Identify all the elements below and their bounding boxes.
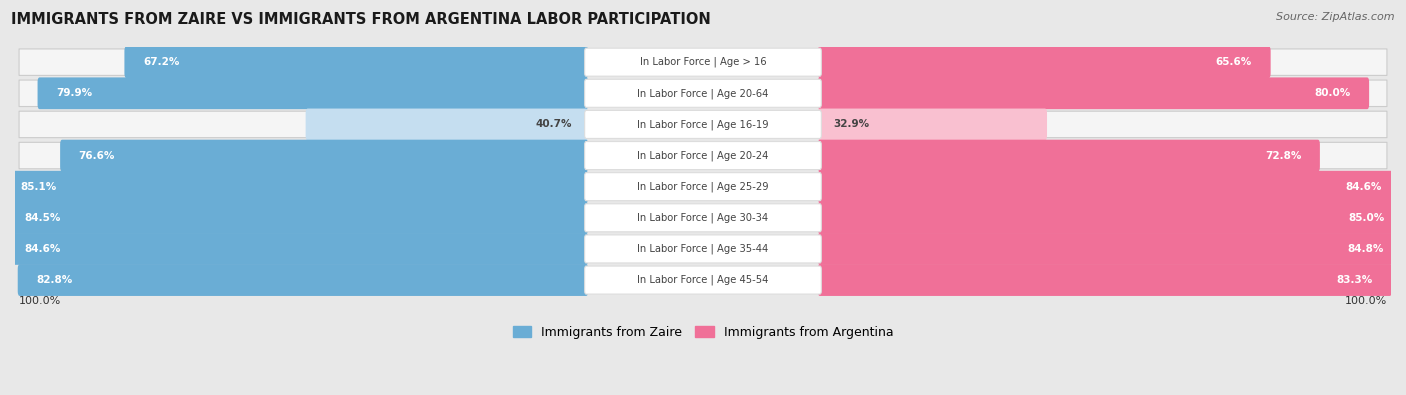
Text: 65.6%: 65.6% bbox=[1216, 57, 1253, 67]
FancyBboxPatch shape bbox=[585, 141, 821, 169]
Text: In Labor Force | Age 25-29: In Labor Force | Age 25-29 bbox=[637, 181, 769, 192]
FancyBboxPatch shape bbox=[818, 46, 1271, 78]
Text: 84.5%: 84.5% bbox=[25, 213, 60, 223]
Text: 80.0%: 80.0% bbox=[1315, 88, 1351, 98]
FancyBboxPatch shape bbox=[818, 109, 1047, 140]
FancyBboxPatch shape bbox=[818, 171, 1400, 203]
Text: In Labor Force | Age 35-44: In Labor Force | Age 35-44 bbox=[637, 244, 769, 254]
Text: 40.7%: 40.7% bbox=[536, 119, 572, 130]
Text: In Labor Force | Age 16-19: In Labor Force | Age 16-19 bbox=[637, 119, 769, 130]
Text: 84.8%: 84.8% bbox=[1347, 244, 1384, 254]
FancyBboxPatch shape bbox=[818, 202, 1403, 234]
Text: 84.6%: 84.6% bbox=[1346, 182, 1382, 192]
FancyBboxPatch shape bbox=[585, 79, 821, 107]
FancyBboxPatch shape bbox=[124, 46, 588, 78]
FancyBboxPatch shape bbox=[20, 173, 1386, 200]
Text: 83.3%: 83.3% bbox=[1337, 275, 1374, 285]
FancyBboxPatch shape bbox=[585, 48, 821, 76]
FancyBboxPatch shape bbox=[585, 235, 821, 263]
Text: 84.6%: 84.6% bbox=[24, 244, 60, 254]
Text: In Labor Force | Age > 16: In Labor Force | Age > 16 bbox=[640, 57, 766, 68]
Text: 76.6%: 76.6% bbox=[79, 150, 115, 160]
FancyBboxPatch shape bbox=[585, 266, 821, 294]
FancyBboxPatch shape bbox=[6, 202, 588, 234]
FancyBboxPatch shape bbox=[818, 264, 1392, 296]
FancyBboxPatch shape bbox=[6, 233, 588, 265]
FancyBboxPatch shape bbox=[585, 111, 821, 138]
Text: 72.8%: 72.8% bbox=[1265, 150, 1302, 160]
FancyBboxPatch shape bbox=[20, 267, 1386, 293]
FancyBboxPatch shape bbox=[18, 264, 588, 296]
Text: 85.1%: 85.1% bbox=[21, 182, 56, 192]
Text: 100.0%: 100.0% bbox=[20, 295, 62, 306]
Text: 100.0%: 100.0% bbox=[1344, 295, 1386, 306]
FancyBboxPatch shape bbox=[585, 204, 821, 232]
Text: Source: ZipAtlas.com: Source: ZipAtlas.com bbox=[1277, 12, 1395, 22]
FancyBboxPatch shape bbox=[20, 236, 1386, 262]
Text: 67.2%: 67.2% bbox=[143, 57, 180, 67]
FancyBboxPatch shape bbox=[1, 171, 588, 203]
Text: In Labor Force | Age 20-24: In Labor Force | Age 20-24 bbox=[637, 150, 769, 161]
FancyBboxPatch shape bbox=[818, 77, 1369, 109]
FancyBboxPatch shape bbox=[585, 173, 821, 201]
FancyBboxPatch shape bbox=[20, 205, 1386, 231]
FancyBboxPatch shape bbox=[60, 140, 588, 171]
Text: In Labor Force | Age 30-34: In Labor Force | Age 30-34 bbox=[637, 213, 769, 223]
Text: 85.0%: 85.0% bbox=[1348, 213, 1385, 223]
FancyBboxPatch shape bbox=[818, 140, 1320, 171]
FancyBboxPatch shape bbox=[20, 111, 1386, 137]
Text: 32.9%: 32.9% bbox=[834, 119, 870, 130]
FancyBboxPatch shape bbox=[818, 233, 1402, 265]
Text: IMMIGRANTS FROM ZAIRE VS IMMIGRANTS FROM ARGENTINA LABOR PARTICIPATION: IMMIGRANTS FROM ZAIRE VS IMMIGRANTS FROM… bbox=[11, 12, 711, 27]
FancyBboxPatch shape bbox=[20, 49, 1386, 75]
Text: 82.8%: 82.8% bbox=[37, 275, 73, 285]
Text: 79.9%: 79.9% bbox=[56, 88, 93, 98]
Text: In Labor Force | Age 20-64: In Labor Force | Age 20-64 bbox=[637, 88, 769, 98]
FancyBboxPatch shape bbox=[305, 109, 588, 140]
FancyBboxPatch shape bbox=[20, 80, 1386, 107]
FancyBboxPatch shape bbox=[38, 77, 588, 109]
Legend: Immigrants from Zaire, Immigrants from Argentina: Immigrants from Zaire, Immigrants from A… bbox=[508, 321, 898, 344]
FancyBboxPatch shape bbox=[20, 142, 1386, 169]
Text: In Labor Force | Age 45-54: In Labor Force | Age 45-54 bbox=[637, 275, 769, 285]
